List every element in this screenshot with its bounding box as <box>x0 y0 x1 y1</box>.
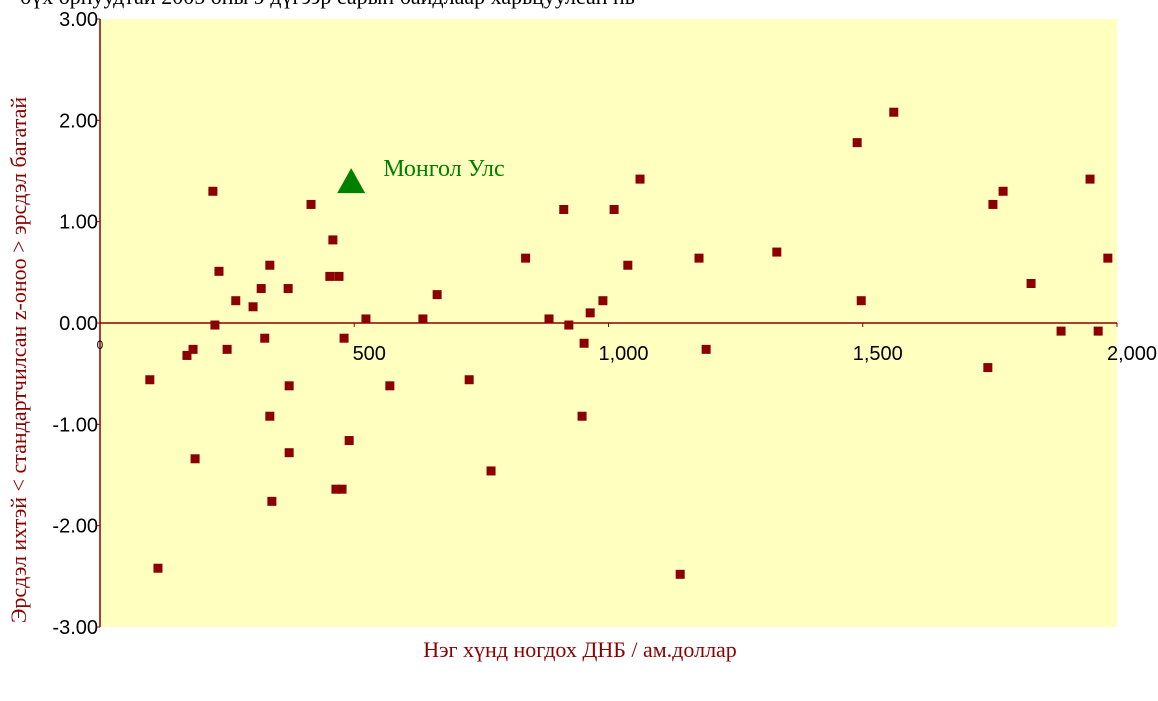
data-point <box>1056 326 1066 336</box>
data-point <box>1085 174 1095 184</box>
y-tick-label: 2.00 <box>59 110 98 132</box>
data-point <box>1093 326 1103 336</box>
x-tick-label: 2,000 <box>1107 343 1157 365</box>
x-tick-label: 1,500 <box>853 343 903 365</box>
data-point <box>325 271 335 281</box>
y-tick-label: -2.00 <box>52 516 98 538</box>
y-tick-label: 0.00 <box>59 313 98 335</box>
data-point <box>344 436 354 446</box>
data-point <box>145 375 155 385</box>
data-point <box>153 563 163 573</box>
data-point <box>486 466 496 476</box>
data-point <box>564 320 574 330</box>
data-point <box>598 296 608 306</box>
data-point <box>208 186 218 196</box>
x-tick-label: 500 <box>353 343 386 365</box>
data-point <box>337 484 347 494</box>
data-point <box>559 205 569 215</box>
y-tick-label: 1.00 <box>59 212 98 234</box>
y-tick-label: 3.00 <box>59 9 98 31</box>
data-point <box>222 344 232 354</box>
data-point <box>1103 253 1113 263</box>
data-point <box>265 260 275 270</box>
data-point <box>182 350 192 360</box>
x-axis-label: Нэг хүнд ногдох ДНБ / ам.доллар <box>423 637 737 662</box>
data-point <box>385 381 395 391</box>
data-point <box>210 320 220 330</box>
data-point <box>283 284 293 294</box>
data-point <box>701 344 711 354</box>
data-point <box>772 247 782 257</box>
data-point <box>635 174 645 184</box>
data-point <box>998 186 1008 196</box>
data-point <box>231 296 241 306</box>
y-axis-label: Эрсдэл ихтэй < стандартчилсан z-оноо > э… <box>6 97 31 623</box>
data-point <box>265 411 275 421</box>
data-point <box>306 199 316 209</box>
data-point <box>889 107 899 117</box>
data-point <box>623 260 633 270</box>
data-point <box>284 448 294 458</box>
data-point <box>328 235 338 245</box>
y-tick-label: -3.00 <box>52 617 98 639</box>
data-point <box>334 271 344 281</box>
data-point <box>432 290 442 300</box>
data-point <box>418 314 428 324</box>
data-point <box>260 333 270 343</box>
data-point <box>188 344 198 354</box>
data-point <box>609 205 619 215</box>
annotation-label: Монгол Улс <box>383 156 504 182</box>
data-point <box>579 338 589 348</box>
data-point <box>256 284 266 294</box>
data-point <box>1026 278 1036 288</box>
chart-title: бүх орнуудтай 2005 оны 9 дүгээр сарын ба… <box>20 0 635 9</box>
y-tick-label: -1.00 <box>52 414 98 436</box>
data-point <box>339 333 349 343</box>
data-point <box>267 496 277 506</box>
annotation-marker <box>337 168 366 194</box>
x-tick-label: 1,000 <box>598 343 648 365</box>
data-point <box>988 199 998 209</box>
data-point <box>585 308 595 318</box>
data-point <box>248 302 258 312</box>
data-point <box>331 484 341 494</box>
data-point <box>852 138 862 148</box>
data-point <box>983 363 993 373</box>
data-point <box>361 314 371 324</box>
data-point <box>856 296 866 306</box>
data-point <box>464 375 474 385</box>
x-tick-label: 0 <box>97 338 104 352</box>
data-point <box>577 411 587 421</box>
data-point <box>544 314 554 324</box>
data-point <box>675 569 685 579</box>
data-point <box>694 253 704 263</box>
data-point <box>521 253 531 263</box>
data-point <box>284 381 294 391</box>
data-point <box>214 266 224 276</box>
data-point <box>190 454 200 464</box>
